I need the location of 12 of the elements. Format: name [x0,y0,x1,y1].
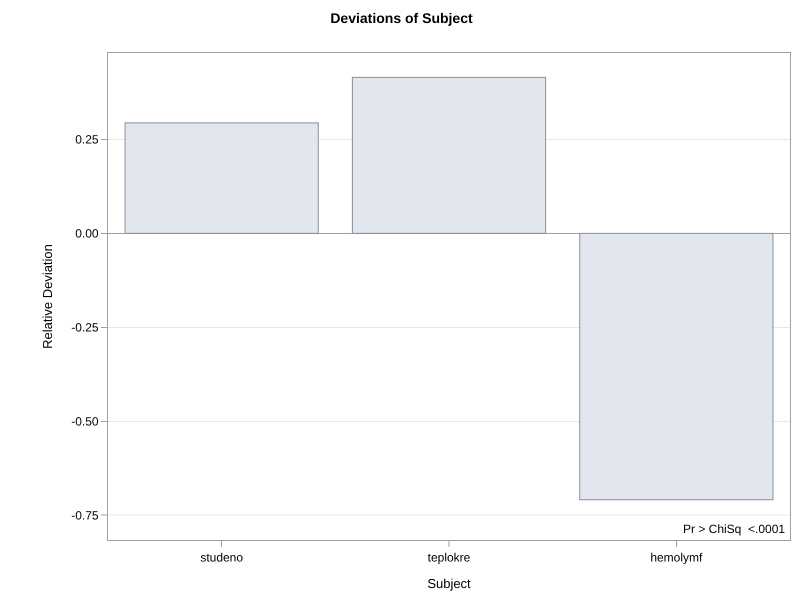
annotation: Pr > ChiSq <.0001 [683,522,786,536]
x-tick-label: hemolymf [650,550,703,564]
y-tick-label: 0.00 [75,226,99,241]
y-tick-label: -0.75 [71,508,99,522]
y-tick-label: -0.50 [71,414,99,428]
x-tick-label: studeno [200,550,244,564]
y-tick-label: 0.25 [75,132,99,147]
chart-title: Deviations of Subject [330,10,474,26]
x-axis-title: Subject [427,576,472,591]
y-axis-title: Relative Deviation [40,244,56,349]
y-tick-label: -0.25 [71,320,99,335]
x-tick-label: teplokre [428,550,471,564]
